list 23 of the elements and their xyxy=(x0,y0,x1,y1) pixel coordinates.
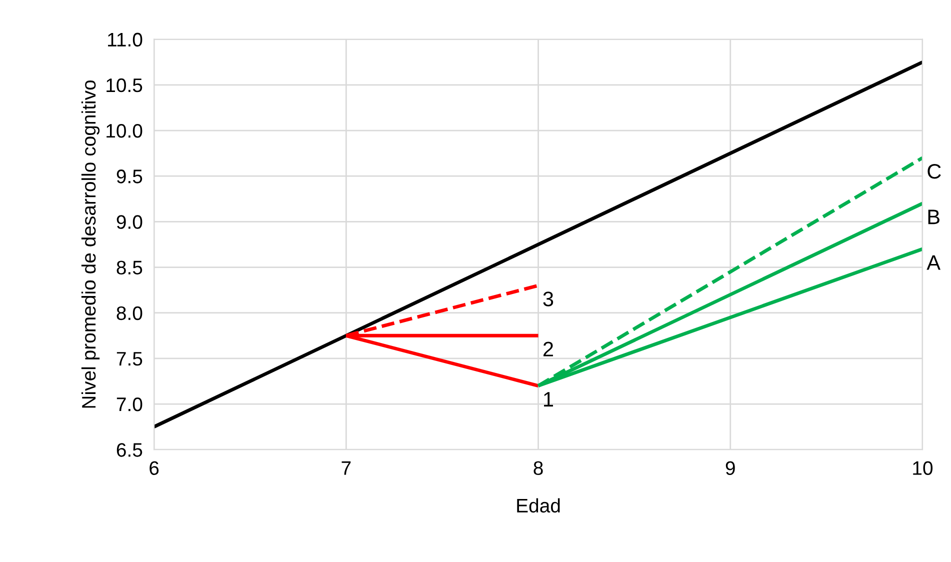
x-tick-label: 8 xyxy=(534,461,543,475)
x-tick-label: 9 xyxy=(726,461,735,475)
annotation: 3 xyxy=(543,292,554,306)
y-tick-label: 8.0 xyxy=(116,306,142,320)
y-tick-label: 7.5 xyxy=(116,352,142,366)
y-tick-label: 10.0 xyxy=(106,124,142,138)
y-tick-label: 6.5 xyxy=(116,443,142,457)
text: B xyxy=(928,210,940,224)
y-tick-label: 11.0 xyxy=(108,32,142,47)
x-tick-label: 10 xyxy=(913,461,933,475)
y-tick-label: 8.5 xyxy=(116,260,142,274)
x-tick-label: 6 xyxy=(150,461,159,475)
annotation: 1 xyxy=(544,392,553,406)
y-tick-label: 10.5 xyxy=(106,78,142,92)
y-tick-label: 9.0 xyxy=(116,215,142,229)
text: A xyxy=(926,255,940,270)
text: C xyxy=(928,164,941,179)
x-tick-label: 7 xyxy=(342,461,351,475)
x-axis-title: Edad xyxy=(517,498,560,513)
annotation: 2 xyxy=(543,342,553,356)
y-tick-label: 7.0 xyxy=(116,397,142,412)
y-tick-label: 9.5 xyxy=(116,170,142,184)
y-axis-title: Nivel promedio de desarrollo cognitivo xyxy=(81,80,100,408)
